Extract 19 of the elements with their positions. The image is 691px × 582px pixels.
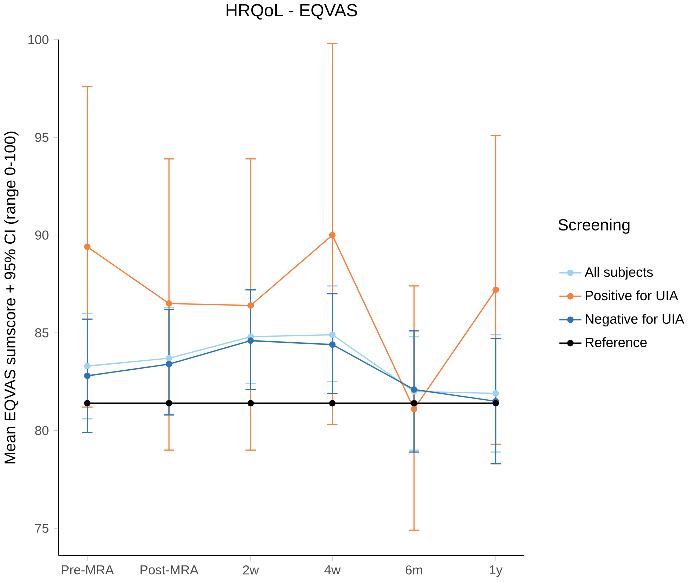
- x-tick-label: 4w: [324, 566, 341, 575]
- y-tick-label: 95: [35, 133, 49, 142]
- y-tick-label: 85: [35, 328, 49, 338]
- legend-label: Positive for UIA: [586, 290, 678, 301]
- y-axis-title: Mean EQVAS sumscore + 95% CI (range 0-100): [4, 132, 19, 464]
- y-tick-label: 80: [35, 426, 49, 436]
- x-tick-label: Pre-MRA: [62, 566, 114, 575]
- legend-label: Reference: [586, 338, 647, 348]
- x-tick-label: Post-MRA: [140, 566, 199, 575]
- chart-title: HRQoL - EQVAS: [226, 4, 358, 20]
- y-tick-label: 100: [28, 36, 49, 45]
- y-tick-label: 75: [36, 524, 49, 534]
- x-tick-label: 6m: [406, 566, 422, 576]
- y-tick-label: 90: [35, 231, 49, 240]
- legend-label: All subjects: [584, 267, 654, 280]
- legend-title: Screening: [558, 219, 630, 234]
- x-tick-label: 1y: [490, 566, 503, 578]
- x-tick-label: 2w: [243, 566, 260, 575]
- legend-label: Negative for UIA: [586, 314, 684, 327]
